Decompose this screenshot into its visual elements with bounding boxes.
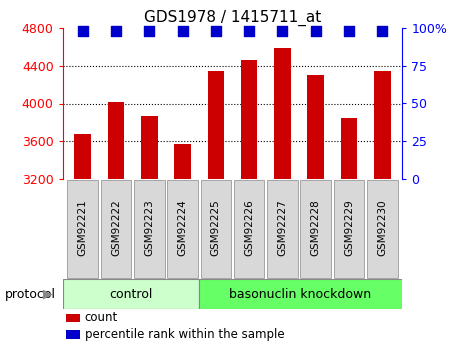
Bar (341, 118, 357, 345)
FancyBboxPatch shape (234, 180, 265, 278)
Point (312, 29, 319, 34)
Text: GSM92229: GSM92229 (344, 199, 354, 256)
FancyBboxPatch shape (367, 180, 398, 278)
Point (246, 29, 253, 34)
FancyBboxPatch shape (334, 180, 364, 278)
Text: GSM92221: GSM92221 (78, 199, 88, 256)
Text: GSM92225: GSM92225 (211, 199, 221, 256)
Text: protocol: protocol (5, 288, 56, 300)
FancyBboxPatch shape (67, 180, 98, 278)
Text: count: count (85, 312, 118, 324)
Text: GSM92230: GSM92230 (377, 199, 387, 256)
FancyBboxPatch shape (200, 180, 231, 278)
Bar (207, 71, 224, 345)
Bar (241, 60, 258, 345)
Point (279, 29, 286, 34)
Point (79, 29, 86, 34)
Text: percentile rank within the sample: percentile rank within the sample (85, 328, 285, 341)
Bar (199, 279, 402, 309)
Text: GSM92228: GSM92228 (311, 199, 321, 256)
FancyBboxPatch shape (167, 180, 198, 278)
Bar (66, 331, 80, 339)
FancyBboxPatch shape (101, 180, 131, 278)
Text: GSM92226: GSM92226 (244, 199, 254, 256)
Bar (274, 48, 291, 345)
Bar (174, 144, 191, 345)
Bar (74, 134, 91, 345)
Point (113, 29, 120, 34)
FancyBboxPatch shape (267, 180, 298, 278)
Point (345, 29, 352, 34)
Point (179, 29, 186, 34)
Text: ▶: ▶ (43, 288, 53, 300)
Bar (66, 314, 80, 322)
Text: control: control (109, 288, 153, 300)
Bar (307, 75, 324, 345)
Point (146, 29, 153, 34)
Text: GSM92227: GSM92227 (278, 199, 287, 256)
Text: GSM92222: GSM92222 (111, 199, 121, 256)
FancyBboxPatch shape (134, 180, 165, 278)
Text: basonuclin knockdown: basonuclin knockdown (229, 288, 372, 300)
Bar (63, 279, 199, 309)
Point (212, 29, 219, 34)
Title: GDS1978 / 1415711_at: GDS1978 / 1415711_at (144, 10, 321, 26)
Bar (141, 116, 158, 345)
Text: GSM92224: GSM92224 (178, 199, 187, 256)
Bar (374, 71, 391, 345)
FancyBboxPatch shape (300, 180, 331, 278)
Bar (108, 101, 124, 345)
Point (379, 29, 386, 34)
Text: GSM92223: GSM92223 (144, 199, 154, 256)
